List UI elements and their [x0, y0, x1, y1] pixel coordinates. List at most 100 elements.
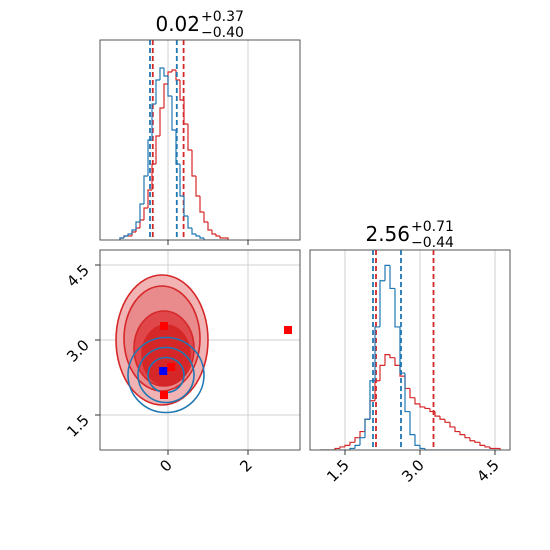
hist-step [171, 96, 176, 131]
hist-step [187, 124, 192, 151]
hist-step [414, 434, 420, 446]
hist-step [364, 418, 370, 432]
hist-step [419, 445, 425, 450]
hist-step [354, 437, 360, 443]
hist-step [195, 234, 200, 237]
hist-step [379, 364, 385, 381]
hist-step [159, 107, 164, 136]
hist-step [171, 69, 176, 72]
hist-step [389, 265, 395, 290]
hist-step [151, 103, 156, 140]
title-2-main: 2.56 [365, 222, 410, 246]
hist-step [394, 357, 400, 366]
hist-step [384, 354, 390, 366]
hist-step [424, 448, 430, 450]
hist-step [203, 212, 208, 223]
hist-step [459, 431, 465, 436]
hist-step [424, 406, 430, 410]
x-tick-label: 2 [236, 456, 255, 475]
hist-step [339, 446, 345, 449]
hist-step [409, 411, 415, 436]
hist-step [464, 434, 470, 439]
hist-step [359, 437, 365, 446]
hist-step [384, 264, 390, 281]
hist-step [484, 445, 490, 448]
hist-step [155, 79, 160, 104]
hist-step [434, 411, 440, 417]
hist-step [119, 237, 124, 240]
hist-step [404, 373, 410, 413]
hist-step [219, 236, 224, 239]
hist-step [183, 100, 188, 125]
y-tick-label: 3.0 [63, 336, 93, 366]
hist-step [414, 397, 420, 405]
hist-step [349, 441, 355, 446]
x-tick-label: 0 [156, 456, 175, 475]
y-tick-label: 1.5 [63, 411, 93, 441]
axes-frame [99, 249, 301, 451]
hist-step [123, 235, 128, 238]
hist-step [203, 238, 208, 240]
hist-step [489, 446, 495, 450]
hist-step [191, 150, 196, 177]
hist-step [344, 444, 350, 447]
hist-step [207, 222, 212, 231]
hist-step [224, 237, 229, 240]
hist-step [404, 376, 410, 390]
hist-step [364, 418, 370, 438]
marker [167, 363, 176, 371]
hist-step [199, 196, 204, 213]
hist-step [439, 416, 445, 420]
y-tick-label: 4.5 [63, 261, 93, 291]
hist-step [474, 440, 480, 443]
hist-step [187, 216, 192, 229]
hist-step [143, 207, 148, 220]
hist-step [135, 221, 140, 230]
axes-frame [309, 249, 511, 451]
title-2-upper: +0.71 [411, 219, 454, 235]
hist-step [179, 80, 184, 101]
hist-step [163, 68, 168, 77]
hist-step [139, 203, 144, 222]
title-1-lower: −0.40 [201, 25, 244, 41]
hist-step [419, 403, 425, 408]
hist-step [215, 234, 220, 237]
hist-step [444, 419, 450, 423]
hist-step [159, 67, 164, 80]
title-1-upper: +0.37 [201, 9, 244, 25]
hist-step [191, 228, 196, 235]
contour [137, 346, 195, 404]
hist-step [199, 236, 204, 239]
hist-step [127, 233, 132, 236]
hist-step [479, 442, 485, 446]
hist-step [167, 76, 172, 97]
hist-step [389, 354, 395, 359]
hist-step [183, 196, 188, 217]
marker [159, 367, 168, 375]
hist-step [143, 175, 148, 204]
hist-step [155, 135, 160, 164]
hist-step [179, 164, 184, 197]
hist-step [409, 388, 415, 399]
marker [160, 322, 168, 330]
hist-panel-2 [320, 250, 501, 450]
hist-step [379, 280, 385, 327]
hist-step [354, 444, 360, 449]
x-tick-label: 1.5 [323, 456, 353, 486]
hist-step [399, 326, 405, 374]
hist-step [163, 83, 168, 108]
marker [160, 391, 168, 399]
title-2-lower: −0.44 [411, 235, 454, 251]
hist-step [211, 230, 216, 235]
hist-step [359, 430, 365, 438]
x-tick-label: 3.0 [398, 456, 428, 486]
hist-step [469, 437, 475, 442]
title-1-main: 0.02 [155, 12, 200, 36]
contour [141, 324, 191, 386]
hist-panel-1 [119, 40, 249, 240]
hist-step [147, 189, 152, 208]
hist-step [454, 426, 460, 433]
x-tick-label: 4.5 [473, 456, 503, 486]
hist-step [394, 288, 400, 328]
